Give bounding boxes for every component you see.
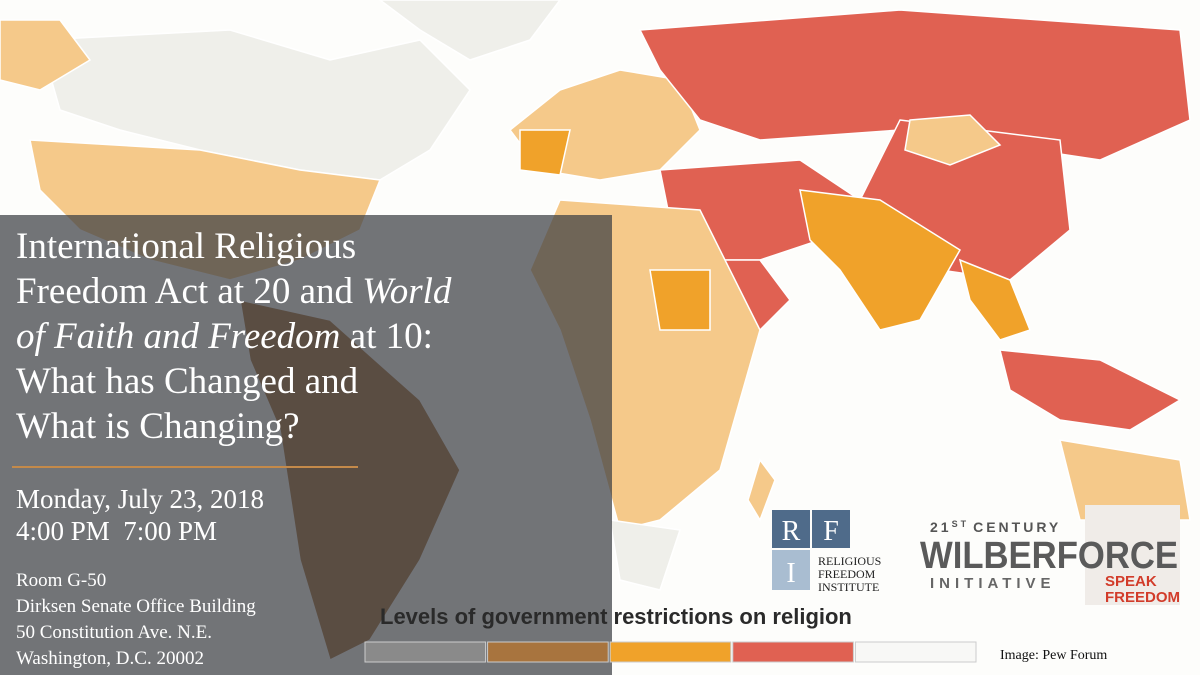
logo-name: WILBERFORCE (920, 535, 1178, 577)
logo-text: FREEDOM (818, 567, 876, 581)
image-credit: Image: Pew Forum (1000, 648, 1107, 663)
legend-swatch (732, 641, 854, 663)
title-line: What is Changing? (16, 406, 300, 447)
text-panel (0, 215, 612, 675)
legend-swatch (364, 641, 487, 663)
title-segment: at 10: (340, 316, 432, 357)
logo-block (772, 550, 810, 590)
logo-backdrop (1085, 505, 1180, 605)
wilberforce-logo: 21ST CENTURY WILBERFORCE INITIATIVE SPEAK… (920, 505, 1180, 606)
logo-text: 21ST CENTURY (930, 519, 1061, 535)
logo-block (772, 510, 810, 548)
address-line: Washington, D.C. 20002 (16, 648, 204, 669)
legend-swatch (487, 641, 609, 663)
logo-letter: R (782, 516, 801, 547)
logo-tag: SPEAK (1105, 573, 1157, 590)
event-address: Room G-50 Dirksen Senate Office Building 5… (16, 570, 256, 669)
title-line: Freedom Act at 20 and World (16, 271, 452, 312)
logo-letter: F (823, 516, 839, 547)
title-line: of Faith and Freedom at 10: (16, 316, 433, 357)
title-segment: What has Changed and (16, 361, 359, 402)
legend-swatch (854, 641, 977, 663)
title-segment: Freedom Act at 20 and (16, 271, 362, 312)
address-line: 50 Constitution Ave. N.E. (16, 622, 212, 643)
logo-block (812, 510, 850, 548)
logo-text: 21 (930, 519, 952, 535)
address-line: Dirksen Senate Office Building (16, 596, 256, 617)
event-time: 4:00 PM 7:00 PM (16, 516, 217, 546)
address-line: Room G-50 (16, 570, 106, 591)
legend (364, 641, 977, 663)
logo-text: ST (952, 519, 970, 529)
logo-letter: I (786, 558, 795, 589)
title-segment: of Faith and Freedom (16, 316, 340, 357)
event-date: Monday, July 23, 2018 (16, 484, 264, 514)
title-line: International Religious (16, 226, 356, 267)
title-segment: What is Changing? (16, 406, 300, 447)
title-segment: International Religious (16, 226, 356, 267)
logo-tag: FREEDOM (1105, 589, 1180, 606)
logo-text: INSTITUTE (818, 580, 879, 594)
title-segment: World (362, 271, 452, 312)
title-line: What has Changed and (16, 361, 359, 402)
legend-title: Levels of government restrictions on rel… (380, 604, 852, 629)
logo-text: RELIGIOUS (818, 554, 881, 568)
legend-swatch (609, 641, 732, 663)
logo-text: INITIATIVE (930, 575, 1056, 592)
rfi-logo: R F I RELIGIOUS FREEDOM INSTITUTE (772, 510, 881, 594)
logo-text: CENTURY (973, 519, 1061, 535)
